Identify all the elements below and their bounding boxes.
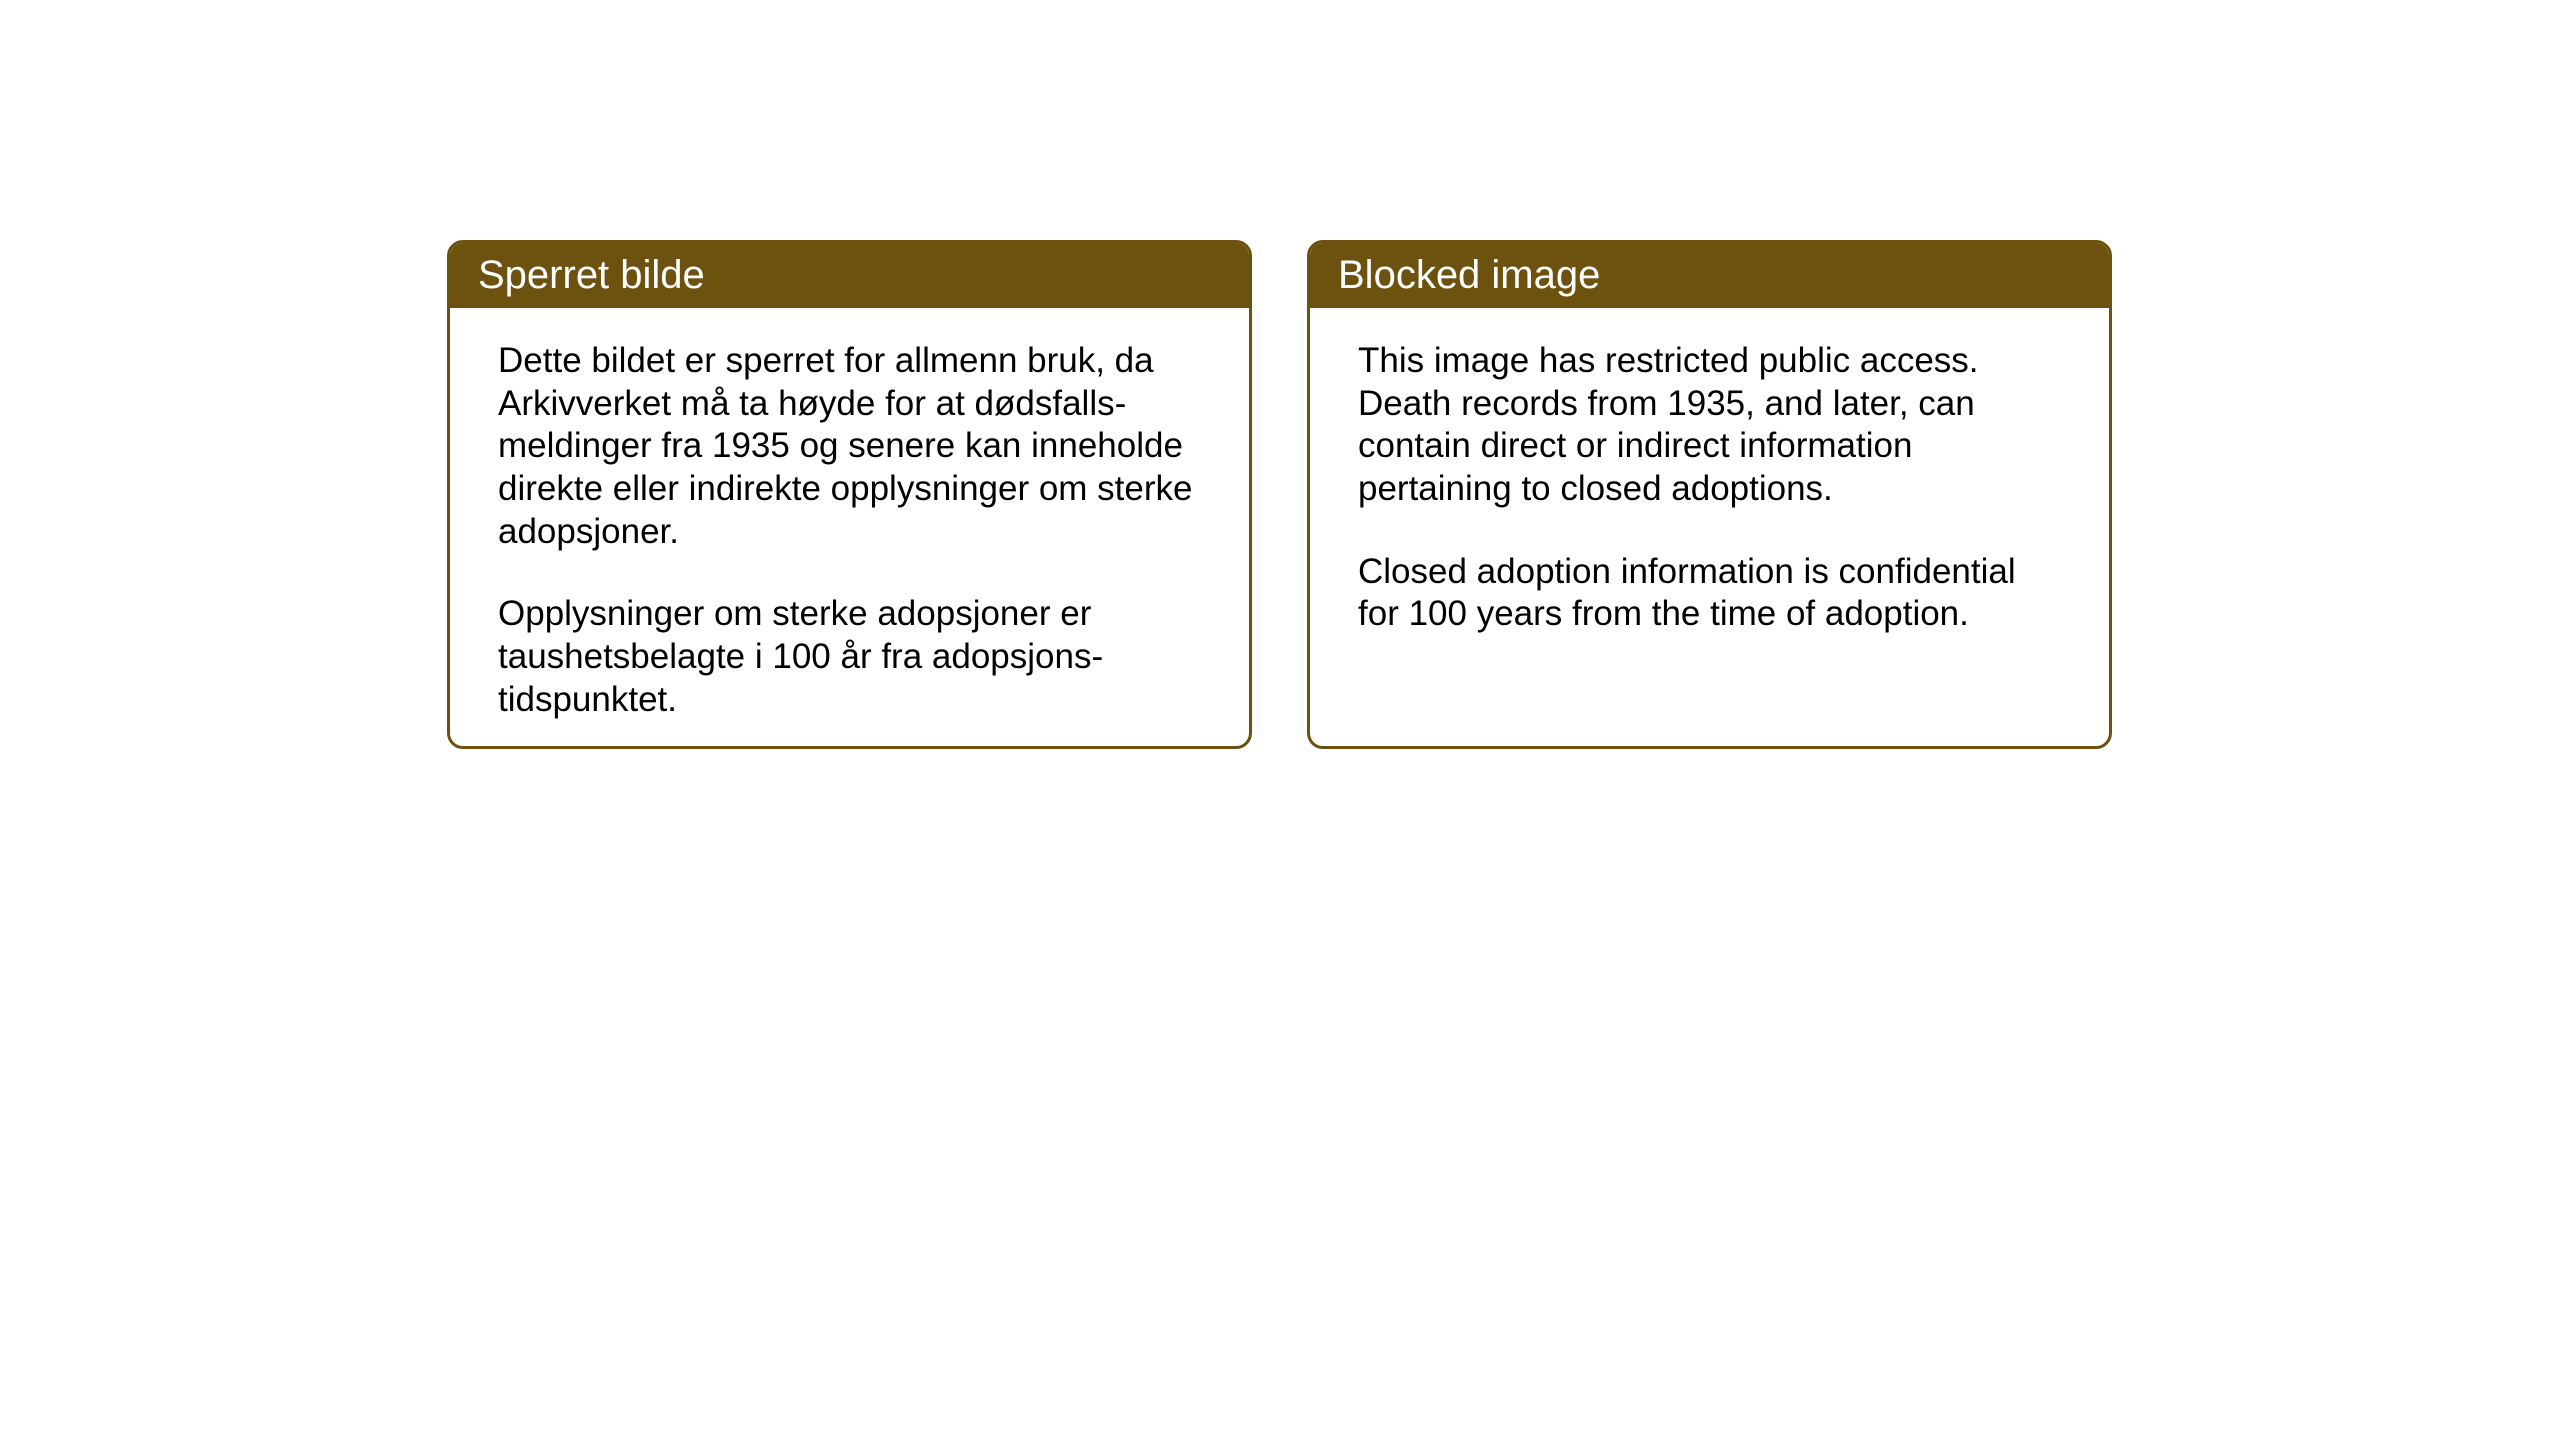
notice-paragraph-2-norwegian: Opplysninger om sterke adopsjoner er tau…: [498, 593, 1201, 721]
notice-header-english: Blocked image: [1310, 243, 2109, 308]
notice-title-english: Blocked image: [1338, 253, 1600, 297]
notice-container: Sperret bilde Dette bildet er sperret fo…: [447, 240, 2112, 749]
notice-body-english: This image has restricted public access.…: [1310, 308, 2109, 676]
notice-body-norwegian: Dette bildet er sperret for allmenn bruk…: [450, 308, 1249, 749]
notice-paragraph-2-english: Closed adoption information is confident…: [1358, 551, 2061, 636]
notice-paragraph-1-english: This image has restricted public access.…: [1358, 340, 2061, 511]
notice-title-norwegian: Sperret bilde: [478, 253, 705, 297]
notice-card-english: Blocked image This image has restricted …: [1307, 240, 2112, 749]
notice-header-norwegian: Sperret bilde: [450, 243, 1249, 308]
notice-card-norwegian: Sperret bilde Dette bildet er sperret fo…: [447, 240, 1252, 749]
notice-paragraph-1-norwegian: Dette bildet er sperret for allmenn bruk…: [498, 340, 1201, 553]
